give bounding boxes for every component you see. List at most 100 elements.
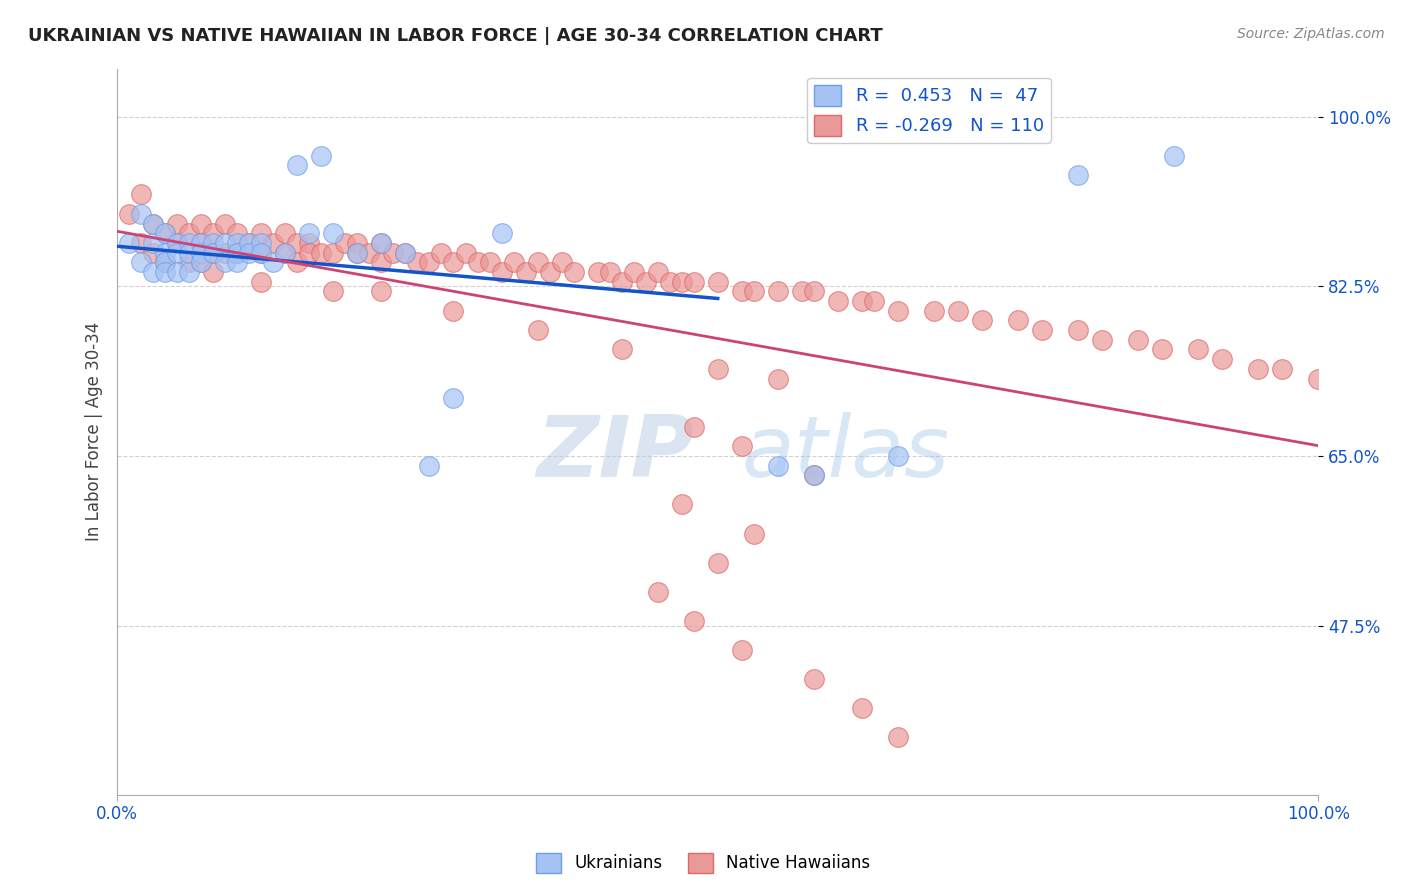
Point bbox=[346, 245, 368, 260]
Point bbox=[766, 458, 789, 473]
Point bbox=[467, 255, 489, 269]
Point bbox=[274, 245, 297, 260]
Point bbox=[298, 235, 321, 250]
Point bbox=[586, 265, 609, 279]
Legend: R =  0.453   N =  47, R = -0.269   N = 110: R = 0.453 N = 47, R = -0.269 N = 110 bbox=[807, 78, 1052, 143]
Point bbox=[526, 323, 548, 337]
Point bbox=[851, 293, 873, 308]
Point bbox=[1211, 352, 1233, 367]
Point bbox=[179, 245, 201, 260]
Point bbox=[610, 275, 633, 289]
Point bbox=[118, 207, 141, 221]
Point bbox=[214, 255, 236, 269]
Point bbox=[155, 255, 177, 269]
Text: Source: ZipAtlas.com: Source: ZipAtlas.com bbox=[1237, 27, 1385, 41]
Point bbox=[155, 245, 177, 260]
Point bbox=[214, 217, 236, 231]
Point bbox=[706, 556, 728, 570]
Point bbox=[202, 245, 225, 260]
Point bbox=[1067, 168, 1090, 182]
Point bbox=[803, 672, 825, 686]
Point bbox=[1152, 343, 1174, 357]
Point bbox=[370, 235, 392, 250]
Point bbox=[478, 255, 501, 269]
Point bbox=[190, 245, 212, 260]
Point bbox=[142, 235, 165, 250]
Point bbox=[766, 371, 789, 385]
Point bbox=[491, 226, 513, 240]
Point bbox=[298, 245, 321, 260]
Point bbox=[1067, 323, 1090, 337]
Point bbox=[731, 642, 754, 657]
Point bbox=[370, 255, 392, 269]
Point bbox=[322, 226, 344, 240]
Point bbox=[129, 255, 152, 269]
Point bbox=[502, 255, 524, 269]
Point bbox=[129, 235, 152, 250]
Point bbox=[322, 285, 344, 299]
Point bbox=[190, 255, 212, 269]
Point bbox=[623, 265, 645, 279]
Point bbox=[226, 245, 249, 260]
Point bbox=[682, 275, 704, 289]
Point bbox=[179, 226, 201, 240]
Point bbox=[682, 420, 704, 434]
Point bbox=[226, 226, 249, 240]
Point bbox=[851, 701, 873, 715]
Point bbox=[250, 245, 273, 260]
Point bbox=[274, 226, 297, 240]
Point bbox=[359, 245, 381, 260]
Point bbox=[1126, 333, 1149, 347]
Point bbox=[790, 285, 813, 299]
Point bbox=[406, 255, 429, 269]
Point bbox=[118, 235, 141, 250]
Point bbox=[634, 275, 657, 289]
Point bbox=[1031, 323, 1053, 337]
Legend: Ukrainians, Native Hawaiians: Ukrainians, Native Hawaiians bbox=[530, 847, 876, 880]
Point bbox=[610, 343, 633, 357]
Point bbox=[238, 235, 260, 250]
Point bbox=[226, 235, 249, 250]
Point bbox=[443, 255, 465, 269]
Point bbox=[731, 439, 754, 453]
Point bbox=[515, 265, 537, 279]
Point bbox=[190, 235, 212, 250]
Point bbox=[742, 526, 765, 541]
Point bbox=[430, 245, 453, 260]
Point bbox=[285, 235, 308, 250]
Point bbox=[706, 275, 728, 289]
Point bbox=[142, 217, 165, 231]
Point bbox=[179, 235, 201, 250]
Point bbox=[599, 265, 621, 279]
Point bbox=[1271, 361, 1294, 376]
Point bbox=[155, 265, 177, 279]
Point bbox=[166, 235, 188, 250]
Point bbox=[226, 255, 249, 269]
Point bbox=[766, 285, 789, 299]
Point bbox=[250, 235, 273, 250]
Point bbox=[190, 217, 212, 231]
Point bbox=[562, 265, 585, 279]
Point bbox=[129, 207, 152, 221]
Point bbox=[142, 245, 165, 260]
Text: atlas: atlas bbox=[742, 412, 950, 495]
Point bbox=[166, 245, 188, 260]
Point bbox=[322, 245, 344, 260]
Point bbox=[274, 245, 297, 260]
Point bbox=[382, 245, 405, 260]
Point bbox=[335, 235, 357, 250]
Point bbox=[298, 226, 321, 240]
Point bbox=[418, 255, 440, 269]
Point bbox=[863, 293, 886, 308]
Point bbox=[887, 303, 910, 318]
Point bbox=[166, 265, 188, 279]
Point bbox=[250, 226, 273, 240]
Point bbox=[1247, 361, 1270, 376]
Point bbox=[394, 245, 416, 260]
Point bbox=[803, 285, 825, 299]
Point bbox=[370, 235, 392, 250]
Point bbox=[742, 285, 765, 299]
Point bbox=[202, 235, 225, 250]
Point bbox=[887, 449, 910, 463]
Point bbox=[671, 498, 693, 512]
